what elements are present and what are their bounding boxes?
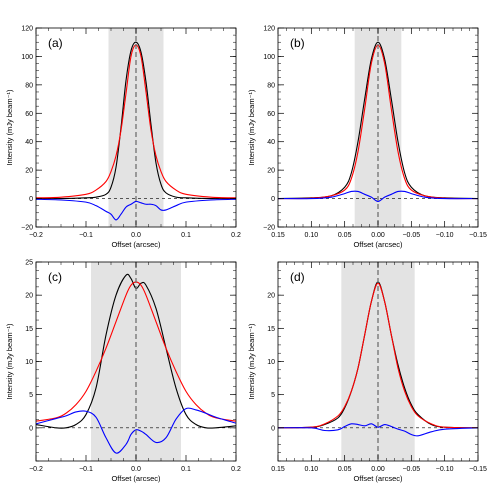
x-tick-label: 0.10 [305,466,319,473]
y-tick-label: 20 [25,168,33,175]
series-line-1 [277,282,479,429]
y-tick-label: 40 [267,139,275,146]
y-tick-label: 100 [263,54,275,61]
x-axis-label: Offset (arcsec) [353,474,403,483]
y-tick-label: 120 [263,26,275,33]
panel-label: (d) [290,270,305,284]
y-axis-label: Intensity (mJy beam⁻¹) [5,323,14,400]
y-tick-label: 120 [21,26,33,33]
x-tick-label: −0.15 [469,466,487,473]
x-tick-label: 0.05 [338,232,352,239]
y-tick-label: 20 [267,168,275,175]
y-axis-label: Intensity (mJy beam⁻¹) [5,89,14,166]
x-tick-label: −0.05 [402,232,420,239]
x-tick-label: −0.15 [469,232,487,239]
panel-label: (c) [48,270,62,284]
panel-2: −0.2 −0.1 0.0 0.1 0.2 0 5 10 15 20 25 Offset (arcse… [5,260,241,484]
x-tick-label: −0.05 [402,466,420,473]
panel-1: 0.15 0.10 0.05 0.00 −0.05 −0.10 −0.15 −20 0 20 40 6… [247,26,487,250]
panel-0: −0.2 −0.1 0.0 0.1 0.2 −20 0 20 40 60 80 100 120 Offse… [5,26,241,250]
y-tick-label: 60 [25,111,33,118]
y-tick-label: 80 [25,82,33,89]
y-tick-label: 20 [267,293,275,300]
y-tick-label: −20 [263,225,275,232]
y-tick-label: −20 [21,225,33,232]
x-tick-label: 0.0 [131,232,141,239]
y-tick-label: 5 [29,392,33,399]
y-tick-label: 100 [21,54,33,61]
x-tick-label: 0.15 [271,232,285,239]
x-tick-label: 0.2 [231,466,241,473]
x-tick-label: 0.00 [371,232,385,239]
y-tick-label: 15 [267,326,275,333]
x-tick-label: 0.10 [305,232,319,239]
y-tick-label: 25 [25,260,33,267]
y-tick-label: 15 [25,326,33,333]
y-tick-label: 0 [271,425,275,432]
x-tick-label: 0.0 [131,466,141,473]
x-tick-label: −0.1 [79,232,93,239]
y-tick-label: 10 [25,359,33,366]
series-line-2 [277,423,479,437]
panel-label: (a) [48,36,63,50]
y-tick-label: 5 [271,392,275,399]
panel-3: 0.15 0.10 0.05 0.00 −0.05 −0.10 −0.15 0 5 10 15 20 O… [247,261,487,483]
y-tick-label: 80 [267,82,275,89]
series-line-2 [277,190,479,202]
y-tick-label: 60 [267,111,275,118]
y-tick-label: 10 [267,359,275,366]
x-tick-label: −0.1 [79,466,93,473]
x-tick-label: 0.00 [371,466,385,473]
y-axis-label: Intensity (mJy beam⁻¹) [247,323,256,400]
series-line-0 [277,41,479,200]
y-tick-label: 0 [271,196,275,203]
x-tick-label: 0.1 [181,466,191,473]
y-tick-label: 40 [25,139,33,146]
x-tick-label: 0.1 [181,232,191,239]
x-tick-label: 0.2 [231,232,241,239]
x-axis-label: Offset (arcsec) [111,474,161,483]
series-line-0 [35,41,237,200]
series-line-2 [35,407,237,454]
x-tick-label: 0.05 [338,466,352,473]
x-tick-label: −0.2 [29,466,43,473]
y-tick-label: 0 [29,196,33,203]
y-tick-label: 20 [25,293,33,300]
panel-label: (b) [290,36,305,50]
x-tick-label: −0.2 [29,232,43,239]
x-tick-label: −0.10 [436,466,454,473]
y-axis-label: Intensity (mJy beam⁻¹) [247,89,256,166]
series-line-2 [35,198,237,221]
x-tick-label: −0.10 [436,232,454,239]
x-tick-label: 0.15 [271,466,285,473]
y-tick-label: 0 [29,425,33,432]
x-axis-label: Offset (arcsec) [111,240,161,249]
x-axis-label: Offset (arcsec) [353,240,403,249]
